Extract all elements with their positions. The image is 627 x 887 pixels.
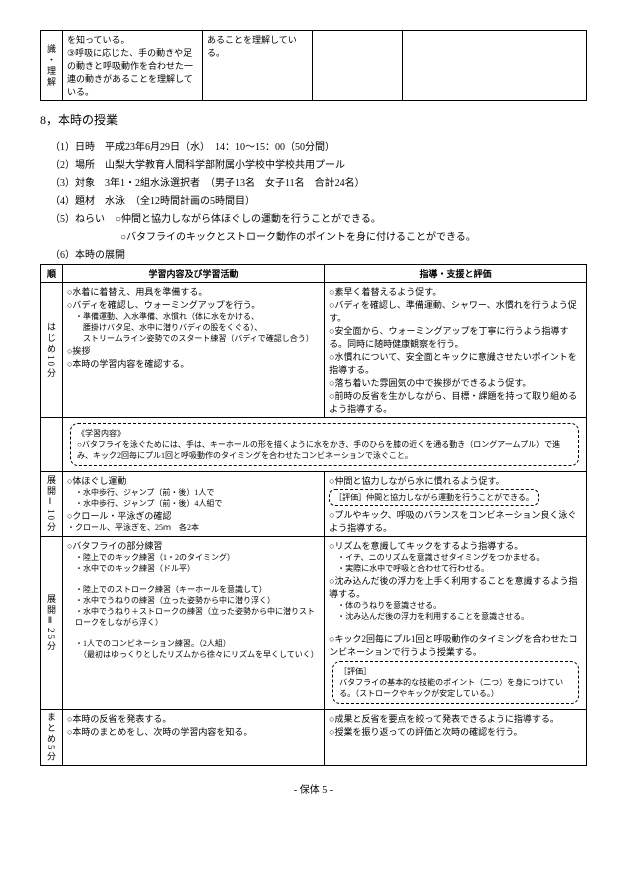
- r2-s0: ・水中歩行、ジャンプ（前・後）1人で: [75, 487, 320, 498]
- r2-l2: ○クロール・平泳ぎの確認: [67, 509, 320, 522]
- r1-r2: ○安全面から、ウォーミングアップを丁寧に行うよう指導する。同時に随時健康観察を行…: [329, 324, 582, 350]
- r1-r1: ○バディを確認し、準備運動、シャワー、水慣れを行うよう促す。: [329, 298, 582, 324]
- r4-rr0: ○成果と反省を要点を絞って発表できるように指導する。: [329, 712, 582, 725]
- r3-s20: ・陸上でのストローク練習（キーホールを意識して）: [75, 584, 320, 595]
- lesson-table: 順 学習内容及び学習活動 指導・支援と評価 はじめ10分 ○水着に着替え、用具を…: [40, 264, 587, 766]
- r3-rs11: ・実際に水中で呼吸と合わせて行わせる。: [337, 563, 582, 574]
- r3-box-b: バタフライの基本的な技能のポイント（二つ）を身につけている。（ストロークやキック…: [339, 677, 572, 699]
- r3-rr1: ○リズムを意識してキックをするよう指導する。: [329, 539, 582, 552]
- r1-left: ○水着に着替え、用具を準備する。 ○バディを確認し、ウォーミングアップを行う。 …: [63, 283, 325, 418]
- r1-sub2: 腰掛けバタ足、水中に潜りバディの股をくぐる）、: [75, 322, 320, 333]
- top-col-label: 識・理解: [41, 31, 63, 101]
- r3-s22: ・水中でうねり＋ストロークの練習（立った姿勢から中に潜りストロークをしながら浮く…: [75, 606, 320, 628]
- stage-intro: はじめ10分: [41, 283, 63, 418]
- stage-dev2: 展開Ⅱ25分: [41, 537, 63, 710]
- r3-s11: ・水中でのキック練習（ドル平）: [75, 563, 320, 574]
- r2-s2: ・クロール、平泳ぎを、25ｍ 各2本: [67, 522, 320, 533]
- top-table: 識・理解 を知っている。 ③呼吸に応じた、手の動きや足の動きと呼吸動作を合わせた…: [40, 30, 587, 101]
- r3-left: ○バタフライの部分練習 ・陸上でのキック練習（1・2のタイミング） ・水中でのキ…: [63, 537, 325, 710]
- r4-rr1: ○授業を振り返っての評価と次時の確認を行う。: [329, 725, 582, 738]
- top-col1-text: を知っている。 ③呼吸に応じた、手の動きや足の動きと呼吸動作を合わせた一連の動き…: [63, 31, 203, 101]
- r2-rr2: ○プルやキック、呼吸のバランスをコンビネーション良く泳ぐよう指導する。: [329, 508, 582, 534]
- r3-s10: ・陸上でのキック練習（1・2のタイミング）: [75, 552, 320, 563]
- r3-eval-box: ［評価］ バタフライの基本的な技能のポイント（二つ）を身につけている。（ストロー…: [332, 661, 579, 704]
- r3-rr2: ○沈み込んだ後の浮力を上手く利用することを意識するよう指導する。: [329, 574, 582, 600]
- info-7: （6）本時の展開: [50, 246, 587, 261]
- r3-rr3: ○キック2回毎にプル1回と呼吸動作のタイミングを合わせたコンビネーションで行うよ…: [329, 632, 582, 658]
- info-1: （1）日時 平成23年6月29日（水） 14：10〜15：00（50分間）: [50, 138, 587, 153]
- top-empty1: [313, 31, 403, 101]
- hdr-order: 順: [41, 265, 63, 283]
- r1-l1: ○水着に着替え、用具を準備する。: [67, 285, 320, 298]
- info-6: ○バタフライのキックとストローク動作のポイントを身に付けることができる。: [50, 228, 587, 243]
- r3-s21: ・水中でうねりの練習（立った姿勢から中に潜り浮く）: [75, 595, 320, 606]
- r1-l4: ○本時の学習内容を確認する。: [67, 357, 320, 370]
- r1-r4: ○落ち着いた雰囲気の中で挨拶ができるよう促す。: [329, 376, 582, 389]
- r2-rr1: ○仲間と協力しながら水に慣れるよう促す。: [329, 474, 582, 487]
- hdr-guidance: 指導・支援と評価: [325, 265, 587, 283]
- r1-sub3: ストリームライン姿勢でのスタート練習（バディで確認し合う）: [75, 333, 320, 344]
- hdr-activity: 学習内容及び学習活動: [63, 265, 325, 283]
- learning-content-box: 《学習内容》 ○バタフライを泳ぐためには、手は、キーホールの形を描くように水をか…: [70, 423, 579, 466]
- r2-eval-box: ［評価］仲間と協力しながら運動を行うことができる。: [329, 489, 539, 506]
- r2-left: ○体ほぐし運動 ・水中歩行、ジャンプ（前・後）1人で ・水中歩行、ジャンプ（前・…: [63, 472, 325, 537]
- info-3: （3）対象 3年1・2組水泳選択者 （男子13名 女子11名 合計24名）: [50, 174, 587, 189]
- stage-summary: まとめ5分: [41, 710, 63, 766]
- r3-rs20: ・体のうねりを意識させる。: [337, 600, 582, 611]
- section8-title: 8，本時の授業: [40, 111, 587, 128]
- r1-l2: ○バディを確認し、ウォーミングアップを行う。: [67, 298, 320, 311]
- r2-s1: ・水中歩行、ジャンプ（前・後）4人組で: [75, 498, 320, 509]
- r1-sub1: ・準備運動、入水準備、水慣れ（体に水をかける、: [75, 311, 320, 322]
- r4-left: ○本時の反省を発表する。 ○本時のまとめをし、次時の学習内容を知る。: [63, 710, 325, 766]
- r2-right: ○仲間と協力しながら水に慣れるよう促す。 ［評価］仲間と協力しながら運動を行うこ…: [325, 472, 587, 537]
- page-footer: - 保体 5 -: [40, 781, 587, 796]
- r1-right: ○素早く着替えるよう促す。 ○バディを確認し、準備運動、シャワー、水慣れを行うよ…: [325, 283, 587, 418]
- r1-r0: ○素早く着替えるよう促す。: [329, 285, 582, 298]
- r4-l1: ○本時のまとめをし、次時の学習内容を知る。: [67, 725, 320, 738]
- r3-box-t: ［評価］: [339, 666, 572, 677]
- r3-l1: ○バタフライの部分練習: [67, 539, 320, 552]
- r1-box-spacer: [41, 418, 63, 472]
- r1-r5: ○前時の反省を生かしながら、目標・課題を持って取り組めるよう指導する。: [329, 389, 582, 415]
- top-empty2: [403, 31, 587, 101]
- info-4: （4）題材 水泳 （全12時間計画の5時間目）: [50, 192, 587, 207]
- r3-s31: （最初はゆっくりとしたリズムから徐々にリズムを早くしていく）: [75, 649, 320, 660]
- r2-l1: ○体ほぐし運動: [67, 474, 320, 487]
- stage-dev1: 展開Ⅰ10分: [41, 472, 63, 537]
- r3-s30: ・1人でのコンビネーション練習。（2人組）: [75, 638, 320, 649]
- r1-l3: ○挨拶: [67, 344, 320, 357]
- box-text: ○バタフライを泳ぐためには、手は、キーホールの形を描くように水をかき、手のひらを…: [77, 439, 572, 461]
- r3-rs10: ・イチ、ニのリズムを意識させタイミングをつかませる。: [337, 552, 582, 563]
- info-5: （5）ねらい ○仲間と協力しながら体ほぐしの運動を行うことができる。: [50, 210, 587, 225]
- r4-right: ○成果と反省を要点を絞って発表できるように指導する。 ○授業を振り返っての評価と…: [325, 710, 587, 766]
- top-col2-text: あることを理解している。: [203, 31, 313, 101]
- box-title: 《学習内容》: [77, 428, 572, 439]
- r3-rs21: ・沈み込んだ後の浮力を利用することを意識させる。: [337, 611, 582, 622]
- r1-r3: ○水慣れについて、安全面とキックに意識させたいポイントを指導する。: [329, 350, 582, 376]
- info-2: （2）場所 山梨大学教育人間科学部附属小学校中学校共用プール: [50, 156, 587, 171]
- r3-right: ○リズムを意識してキックをするよう指導する。 ・イチ、ニのリズムを意識させタイミ…: [325, 537, 587, 710]
- r4-l0: ○本時の反省を発表する。: [67, 712, 320, 725]
- r1-box-cell: 《学習内容》 ○バタフライを泳ぐためには、手は、キーホールの形を描くように水をか…: [63, 418, 587, 472]
